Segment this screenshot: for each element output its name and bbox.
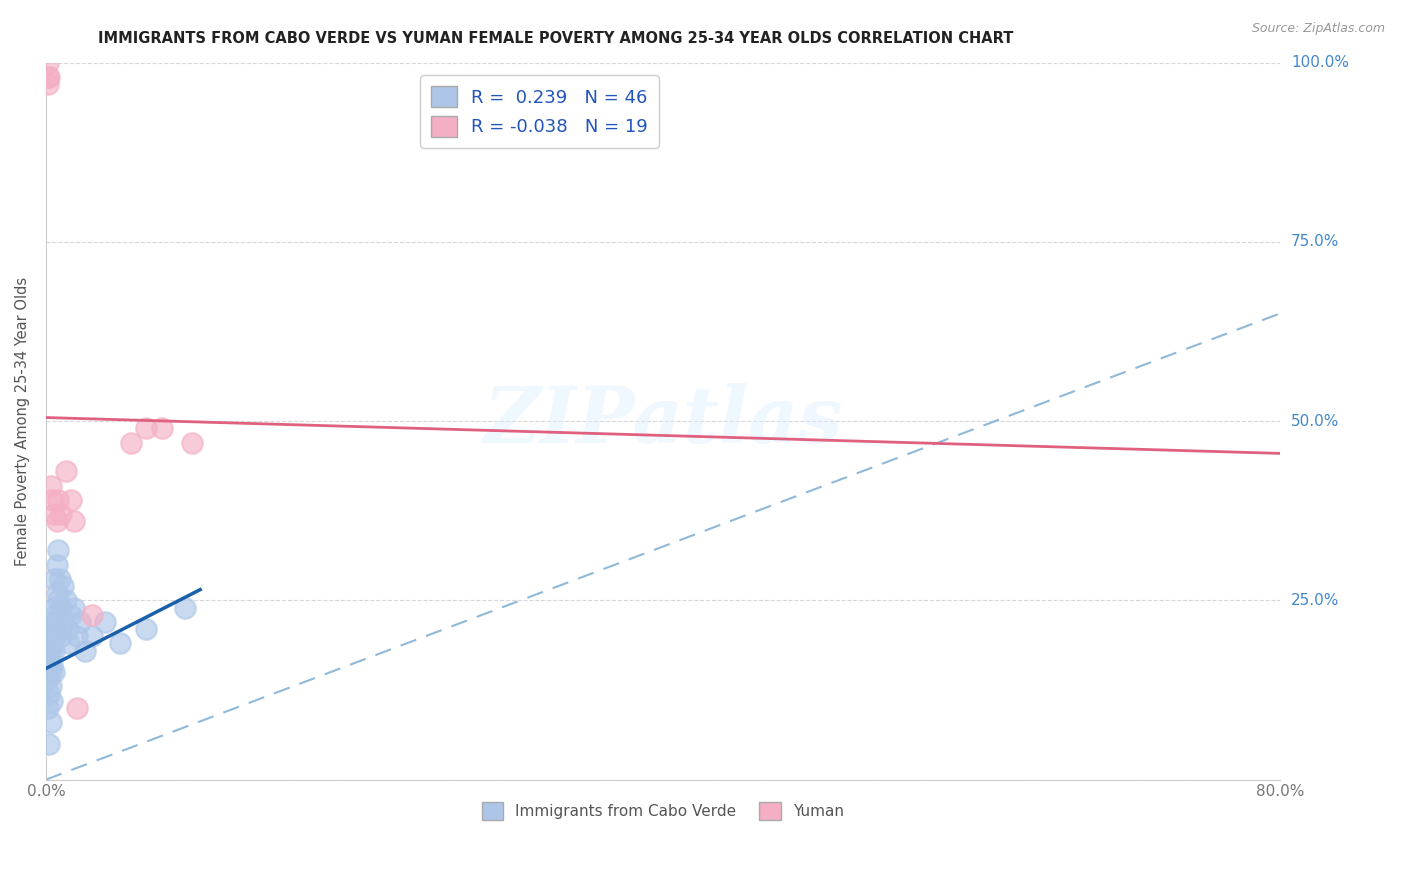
Point <box>41 636 63 650</box>
Point <box>42 508 65 522</box>
Legend: Immigrants from Cabo Verde, Yuman: Immigrants from Cabo Verde, Yuman <box>475 796 851 826</box>
Point <box>45 586 67 600</box>
Point <box>135 622 157 636</box>
Point <box>37 672 59 686</box>
Point <box>41 615 63 629</box>
Text: 50.0%: 50.0% <box>1291 414 1339 429</box>
Point <box>44 607 66 622</box>
Point <box>59 607 82 622</box>
Point <box>181 435 204 450</box>
Point <box>49 572 72 586</box>
Point <box>120 435 142 450</box>
Point <box>66 629 89 643</box>
Point <box>52 579 75 593</box>
Point <box>45 615 67 629</box>
Point <box>55 593 77 607</box>
Point <box>69 615 91 629</box>
Point <box>37 55 59 70</box>
Point <box>46 543 69 558</box>
Point <box>42 572 65 586</box>
Point <box>39 680 62 694</box>
Point <box>41 657 63 672</box>
Point <box>82 607 104 622</box>
Point <box>45 558 67 572</box>
Point <box>82 629 104 643</box>
Point <box>51 508 73 522</box>
Point <box>66 701 89 715</box>
Point <box>41 694 63 708</box>
Point <box>51 629 73 643</box>
Point <box>46 493 69 508</box>
Point <box>42 643 65 657</box>
Point <box>58 636 80 650</box>
Point <box>108 636 131 650</box>
Point <box>45 515 67 529</box>
Point <box>51 600 73 615</box>
Point <box>38 737 60 751</box>
Point <box>38 643 60 657</box>
Text: 100.0%: 100.0% <box>1291 55 1348 70</box>
Text: ZIPatlas: ZIPatlas <box>484 383 842 459</box>
Point <box>150 421 173 435</box>
Point <box>42 600 65 615</box>
Point <box>135 421 157 435</box>
Text: 75.0%: 75.0% <box>1291 235 1339 250</box>
Point <box>55 464 77 478</box>
Point <box>39 643 62 657</box>
Point <box>41 493 63 508</box>
Text: 25.0%: 25.0% <box>1291 593 1339 607</box>
Point <box>37 701 59 715</box>
Point <box>53 615 76 629</box>
Point <box>39 665 62 679</box>
Point <box>38 657 60 672</box>
Point <box>173 600 195 615</box>
Point <box>39 478 62 492</box>
Point <box>37 650 59 665</box>
Point <box>42 622 65 636</box>
Text: IMMIGRANTS FROM CABO VERDE VS YUMAN FEMALE POVERTY AMONG 25-34 YEAR OLDS CORRELA: IMMIGRANTS FROM CABO VERDE VS YUMAN FEMA… <box>98 31 1014 46</box>
Point <box>37 77 59 91</box>
Point <box>93 615 115 629</box>
Point <box>42 665 65 679</box>
Y-axis label: Female Poverty Among 25-34 Year Olds: Female Poverty Among 25-34 Year Olds <box>15 277 30 566</box>
Point <box>62 600 84 615</box>
Text: Source: ZipAtlas.com: Source: ZipAtlas.com <box>1251 22 1385 36</box>
Point <box>38 687 60 701</box>
Point <box>38 70 60 84</box>
Point <box>56 622 79 636</box>
Point <box>59 493 82 508</box>
Point <box>39 629 62 643</box>
Point <box>73 643 96 657</box>
Point <box>46 593 69 607</box>
Point <box>62 515 84 529</box>
Point <box>39 715 62 730</box>
Point <box>37 70 59 84</box>
Point <box>44 629 66 643</box>
